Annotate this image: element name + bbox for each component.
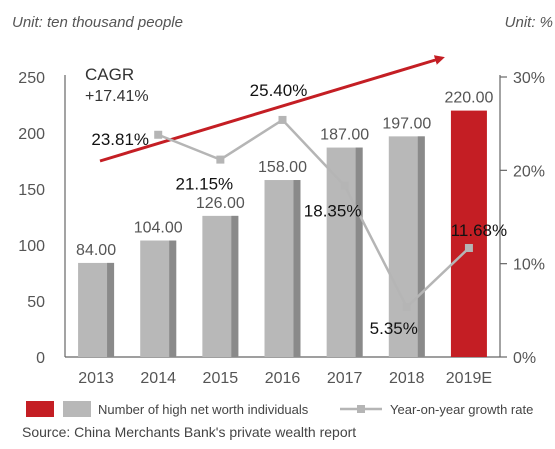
growth-rate-point	[340, 181, 349, 190]
growth-rate-label: 21.15%	[176, 175, 234, 194]
left-axis-unit: Unit: ten thousand people	[12, 14, 183, 31]
growth-rate-point	[464, 243, 473, 252]
growth-rate-point	[216, 155, 225, 164]
x-tick-label: 2013	[78, 370, 114, 387]
cagr-value: +17.41%	[85, 88, 149, 105]
x-tick-label: 2018	[389, 370, 425, 387]
legend-label-line: Year-on-year growth rate	[390, 402, 533, 417]
legend-line-marker	[357, 405, 365, 413]
growth-rate-line	[157, 118, 470, 310]
source-note: Source: China Merchants Bank's private w…	[22, 424, 357, 440]
x-tick-label: 2017	[327, 370, 363, 387]
growth-rate-label: 11.68%	[451, 221, 507, 240]
left-tick-label: 100	[18, 238, 45, 255]
growth-rate-label: 25.40%	[250, 81, 308, 100]
bar-value-label: 84.00	[76, 242, 116, 259]
cagr-label: CAGR	[85, 65, 134, 84]
left-tick-label: 250	[18, 70, 45, 87]
bar-shade-2015	[231, 215, 239, 357]
bar-shade-2017	[355, 147, 363, 357]
bar-value-label: 104.00	[134, 220, 183, 237]
growth-rate-label: 18.35%	[304, 202, 362, 221]
right-tick-label: 10%	[513, 257, 545, 274]
legend-swatch-highlight	[26, 401, 54, 417]
left-tick-label: 50	[27, 294, 45, 311]
x-tick-label: 2015	[203, 370, 239, 387]
bar-2019E	[450, 110, 487, 357]
right-tick-label: 0%	[513, 350, 536, 367]
growth-rate-point	[402, 303, 411, 312]
bar-shade-2013	[107, 262, 115, 357]
growth-rate-point	[154, 130, 163, 139]
left-tick-label: 0	[36, 350, 45, 367]
bar-shade-2018	[417, 136, 425, 357]
bar-value-label: 126.00	[196, 195, 245, 212]
cagr-trend-arrow	[99, 55, 445, 163]
x-tick-label: 2014	[140, 370, 176, 387]
bar-value-label: 197.00	[382, 115, 431, 132]
bar-value-label: 220.00	[444, 90, 493, 107]
x-tick-label: 2019E	[446, 370, 492, 387]
bar-value-label: 187.00	[320, 127, 369, 144]
right-axis-unit: Unit: %	[504, 14, 553, 31]
bar-value-label: 158.00	[258, 159, 307, 176]
bar-shade-2014	[169, 240, 177, 357]
right-tick-label: 30%	[513, 70, 545, 87]
legend-swatch-bar	[63, 401, 91, 417]
bar-shade-2016	[293, 180, 301, 357]
growth-rate-label: 5.35%	[370, 319, 418, 338]
growth-rate-label: 23.81%	[91, 130, 149, 149]
left-tick-label: 150	[18, 182, 45, 199]
x-tick-label: 2016	[265, 370, 301, 387]
growth-rate-point	[278, 115, 287, 124]
left-tick-label: 200	[18, 126, 45, 143]
right-tick-label: 20%	[513, 163, 545, 180]
legend-label-bars: Number of high net worth individuals	[98, 402, 309, 417]
